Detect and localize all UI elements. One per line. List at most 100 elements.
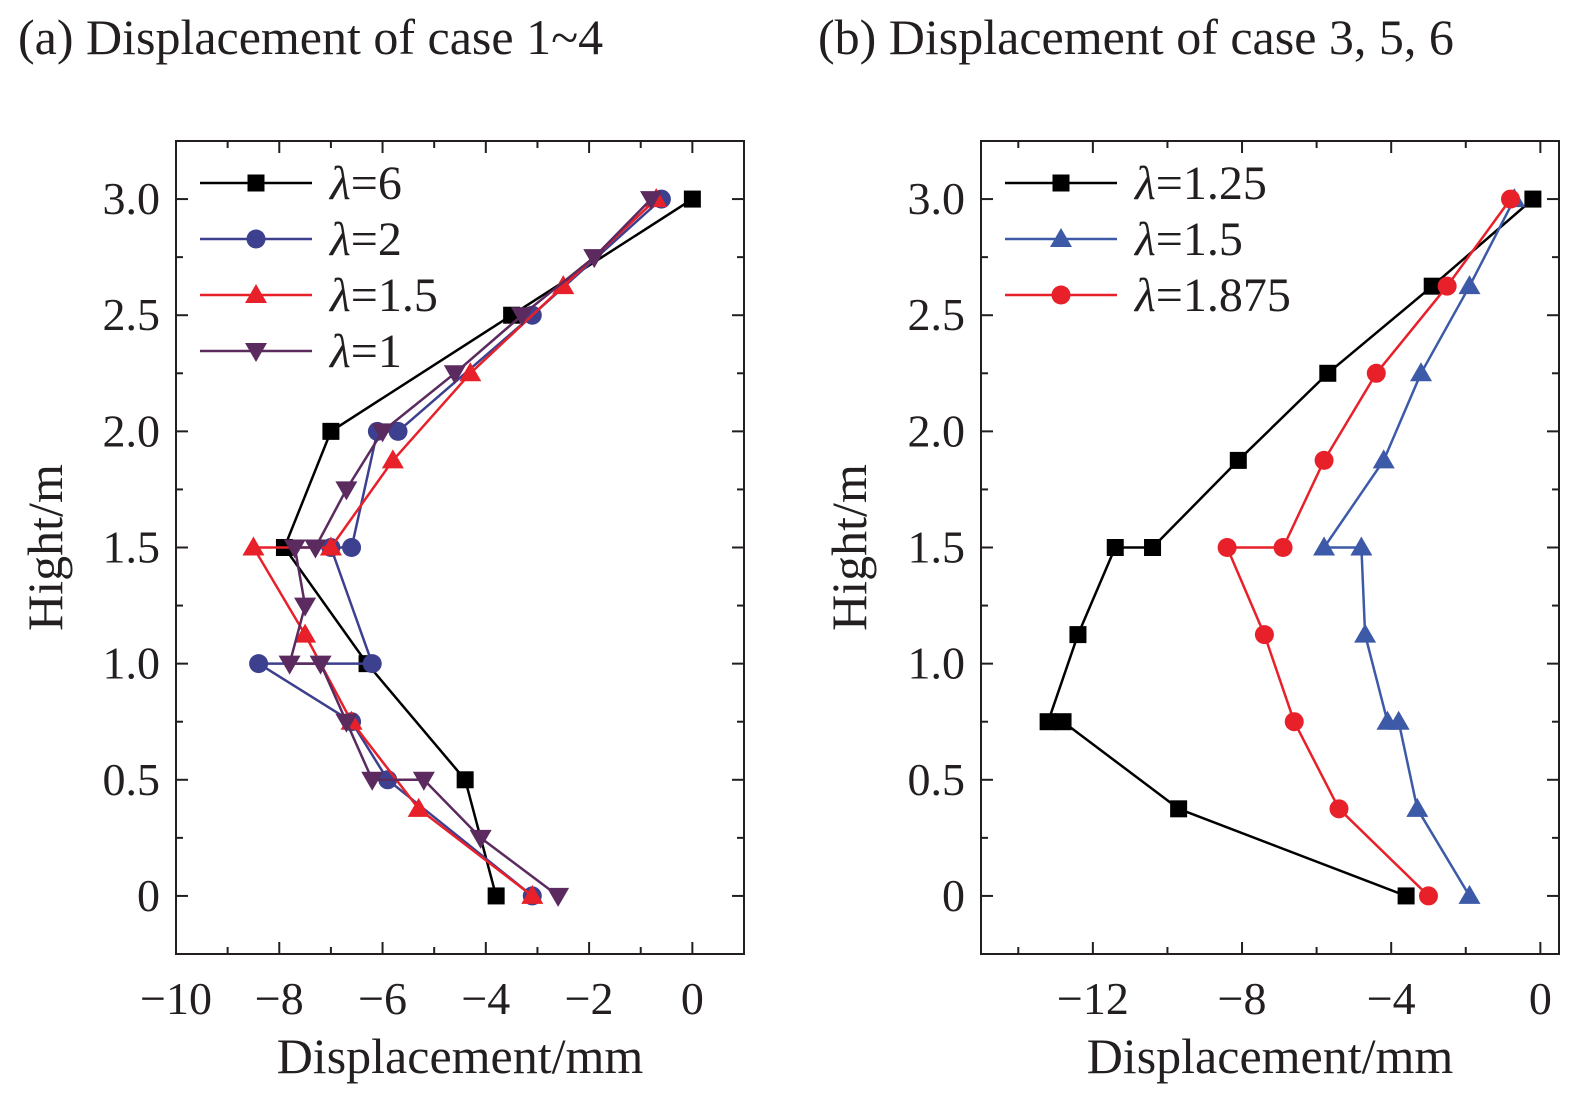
- chart-a-series-3-point: [304, 539, 327, 559]
- chart-b-y-tick-label: 3.0: [908, 173, 966, 224]
- chart-a-series-0-point: [487, 887, 505, 905]
- chart-b-x-axis-label: Displacement/mm: [1087, 1028, 1454, 1084]
- chart-b-series-2-point: [1437, 276, 1457, 296]
- chart-b-series-0: [1039, 190, 1542, 905]
- panel-a-title: (a) Displacement of case 1~4: [18, 9, 604, 65]
- chart-a-x-tick-label: 0: [681, 973, 704, 1024]
- panel-b-title: (b) Displacement of case 3, 5, 6: [818, 9, 1454, 65]
- chart-a-series-3-point: [335, 481, 358, 501]
- chart-b: −12 −8 −4 0 0 0.5 1.0 1.5 2.0 2.5 3.0 Displacement/…: [821, 140, 1560, 1084]
- chart-b-series-2-point: [1366, 363, 1386, 383]
- chart-a-y-axis-label: Hight/m: [17, 464, 73, 631]
- chart-a-legend: λ=6λ=2λ=1.5λ=1: [200, 157, 438, 378]
- chart-a-series-3-point: [547, 887, 570, 907]
- chart-b-series-1-point: [1372, 449, 1395, 469]
- chart-b-series-2: [1217, 189, 1521, 906]
- chart-a-y-tick-label: 3.0: [103, 173, 161, 224]
- chart-a-x-tick-label: −2: [565, 973, 614, 1024]
- chart-b-x-tick-label: −12: [1057, 973, 1129, 1024]
- chart-a-series-1-point: [249, 654, 269, 674]
- chart-b-legend-label-0: λ=1.25: [1133, 157, 1267, 210]
- chart-b-series-0-point: [1144, 539, 1162, 556]
- chart-b-y-axis-label: Hight/m: [821, 464, 877, 631]
- chart-a-series-2-point: [521, 884, 544, 904]
- chart-b-series-1-point: [1406, 797, 1429, 817]
- chart-b-series-1-point: [1410, 362, 1433, 382]
- chart-a-series-2-point: [319, 536, 342, 556]
- chart-a-series-1-point: [342, 538, 362, 557]
- chart-a-legend-marker-1: [246, 229, 266, 249]
- chart-b-series-2-line: [1225, 198, 1512, 897]
- chart-a-legend-marker-0: [247, 174, 265, 192]
- chart-a-series-1-point: [362, 654, 382, 674]
- chart-b-series-0-point: [1054, 713, 1072, 731]
- chart-a-series-2-point: [407, 797, 430, 817]
- chart-a-y-tick-label: 1.5: [103, 522, 161, 573]
- chart-b-x-tick-label: 0: [1529, 973, 1552, 1024]
- chart-b-series-1-point: [1350, 536, 1373, 556]
- chart-a-series-1-point: [388, 421, 408, 441]
- chart-a-x-tick-label: −10: [140, 973, 212, 1024]
- chart-b-x-tick-label: −8: [1218, 973, 1267, 1024]
- chart-b-series-2-point: [1314, 450, 1334, 470]
- chart-b-series-1-point: [1458, 884, 1481, 904]
- chart-a-series-3: [278, 191, 663, 907]
- chart-a-series-3-point: [294, 597, 317, 617]
- chart-b-legend-marker-2: [1051, 285, 1071, 305]
- chart-a-y-tick-label: 2.5: [103, 289, 161, 340]
- chart-b-x-tick-label: −4: [1367, 973, 1416, 1024]
- chart-b-series-0-point: [1069, 626, 1087, 644]
- chart-b-y-tick-label: 2.0: [908, 405, 966, 456]
- chart-b-y-tick-label: 1.5: [908, 522, 966, 573]
- chart-a-x-tick-label: −8: [255, 973, 304, 1024]
- chart-a-series-2-point: [552, 275, 575, 295]
- chart-b-y-tick-label: 1.0: [908, 638, 966, 689]
- chart-a-series-2-point: [294, 623, 317, 643]
- chart-b-series-0-point: [1170, 800, 1188, 818]
- chart-b-series-1-line: [1322, 198, 1516, 897]
- chart-b-y-tick-label: 2.5: [908, 289, 966, 340]
- chart-b-series-1-point: [1376, 710, 1399, 730]
- chart-a-series-3-line: [288, 198, 652, 897]
- chart-b-series-2-point: [1217, 538, 1237, 557]
- chart-a-series-3-point: [371, 423, 394, 443]
- chart-a-series-2-point: [381, 449, 404, 469]
- chart-a-x-tick-label: −6: [358, 973, 407, 1024]
- chart-b-y-tick-label: 0.5: [908, 754, 966, 805]
- chart-b-series-0-point: [1423, 277, 1441, 295]
- chart-a-y-tick-label: 0: [137, 870, 160, 921]
- chart-a-x-tick-label: −4: [461, 973, 510, 1024]
- chart-a-series-3-point: [583, 249, 606, 269]
- chart-b-series-0-point: [1319, 364, 1337, 382]
- chart-b-series-2-point: [1329, 799, 1349, 819]
- chart-b-series-1: [1313, 188, 1526, 904]
- chart-a-legend-marker-3: [245, 343, 267, 362]
- chart-b-series-0-point: [1397, 887, 1415, 905]
- chart-b-legend-label-1: λ=1.5: [1133, 213, 1243, 266]
- chart-b-series-0-point: [1524, 190, 1542, 208]
- chart-a-y-tick-label: 0.5: [103, 754, 161, 805]
- chart-a-series-0-point: [683, 190, 701, 208]
- chart-a-series-3-point: [309, 655, 332, 675]
- chart-a-series-3-point: [640, 191, 663, 211]
- chart-b-series-1-point: [1354, 623, 1377, 643]
- chart-b-series-2-point: [1418, 886, 1438, 906]
- chart-b-series-2-point: [1273, 538, 1293, 557]
- chart-b-legend-label-2: λ=1.875: [1133, 269, 1291, 322]
- chart-a-x-axis-label: Displacement/mm: [277, 1028, 644, 1084]
- chart-b-y-tick-label: 0: [942, 870, 965, 921]
- chart-a-legend-label-0: λ=6: [328, 157, 402, 210]
- chart-a-series-3-point: [469, 829, 492, 849]
- chart-b-series-0-point: [1106, 539, 1124, 556]
- chart-a-series-2-point: [459, 362, 482, 382]
- chart-b-series-2-point: [1284, 712, 1304, 732]
- chart-a-series-0-point: [456, 771, 474, 789]
- chart-a-series-3-point: [283, 539, 306, 559]
- chart-a-legend-label-3: λ=1: [328, 325, 402, 378]
- chart-b-series-0-point: [1229, 451, 1247, 469]
- chart-a-series-2-point: [242, 536, 265, 556]
- chart-a-series-3-point: [412, 771, 435, 791]
- chart-a-series-3-point: [443, 365, 466, 385]
- chart-a-series-3-point: [278, 655, 301, 675]
